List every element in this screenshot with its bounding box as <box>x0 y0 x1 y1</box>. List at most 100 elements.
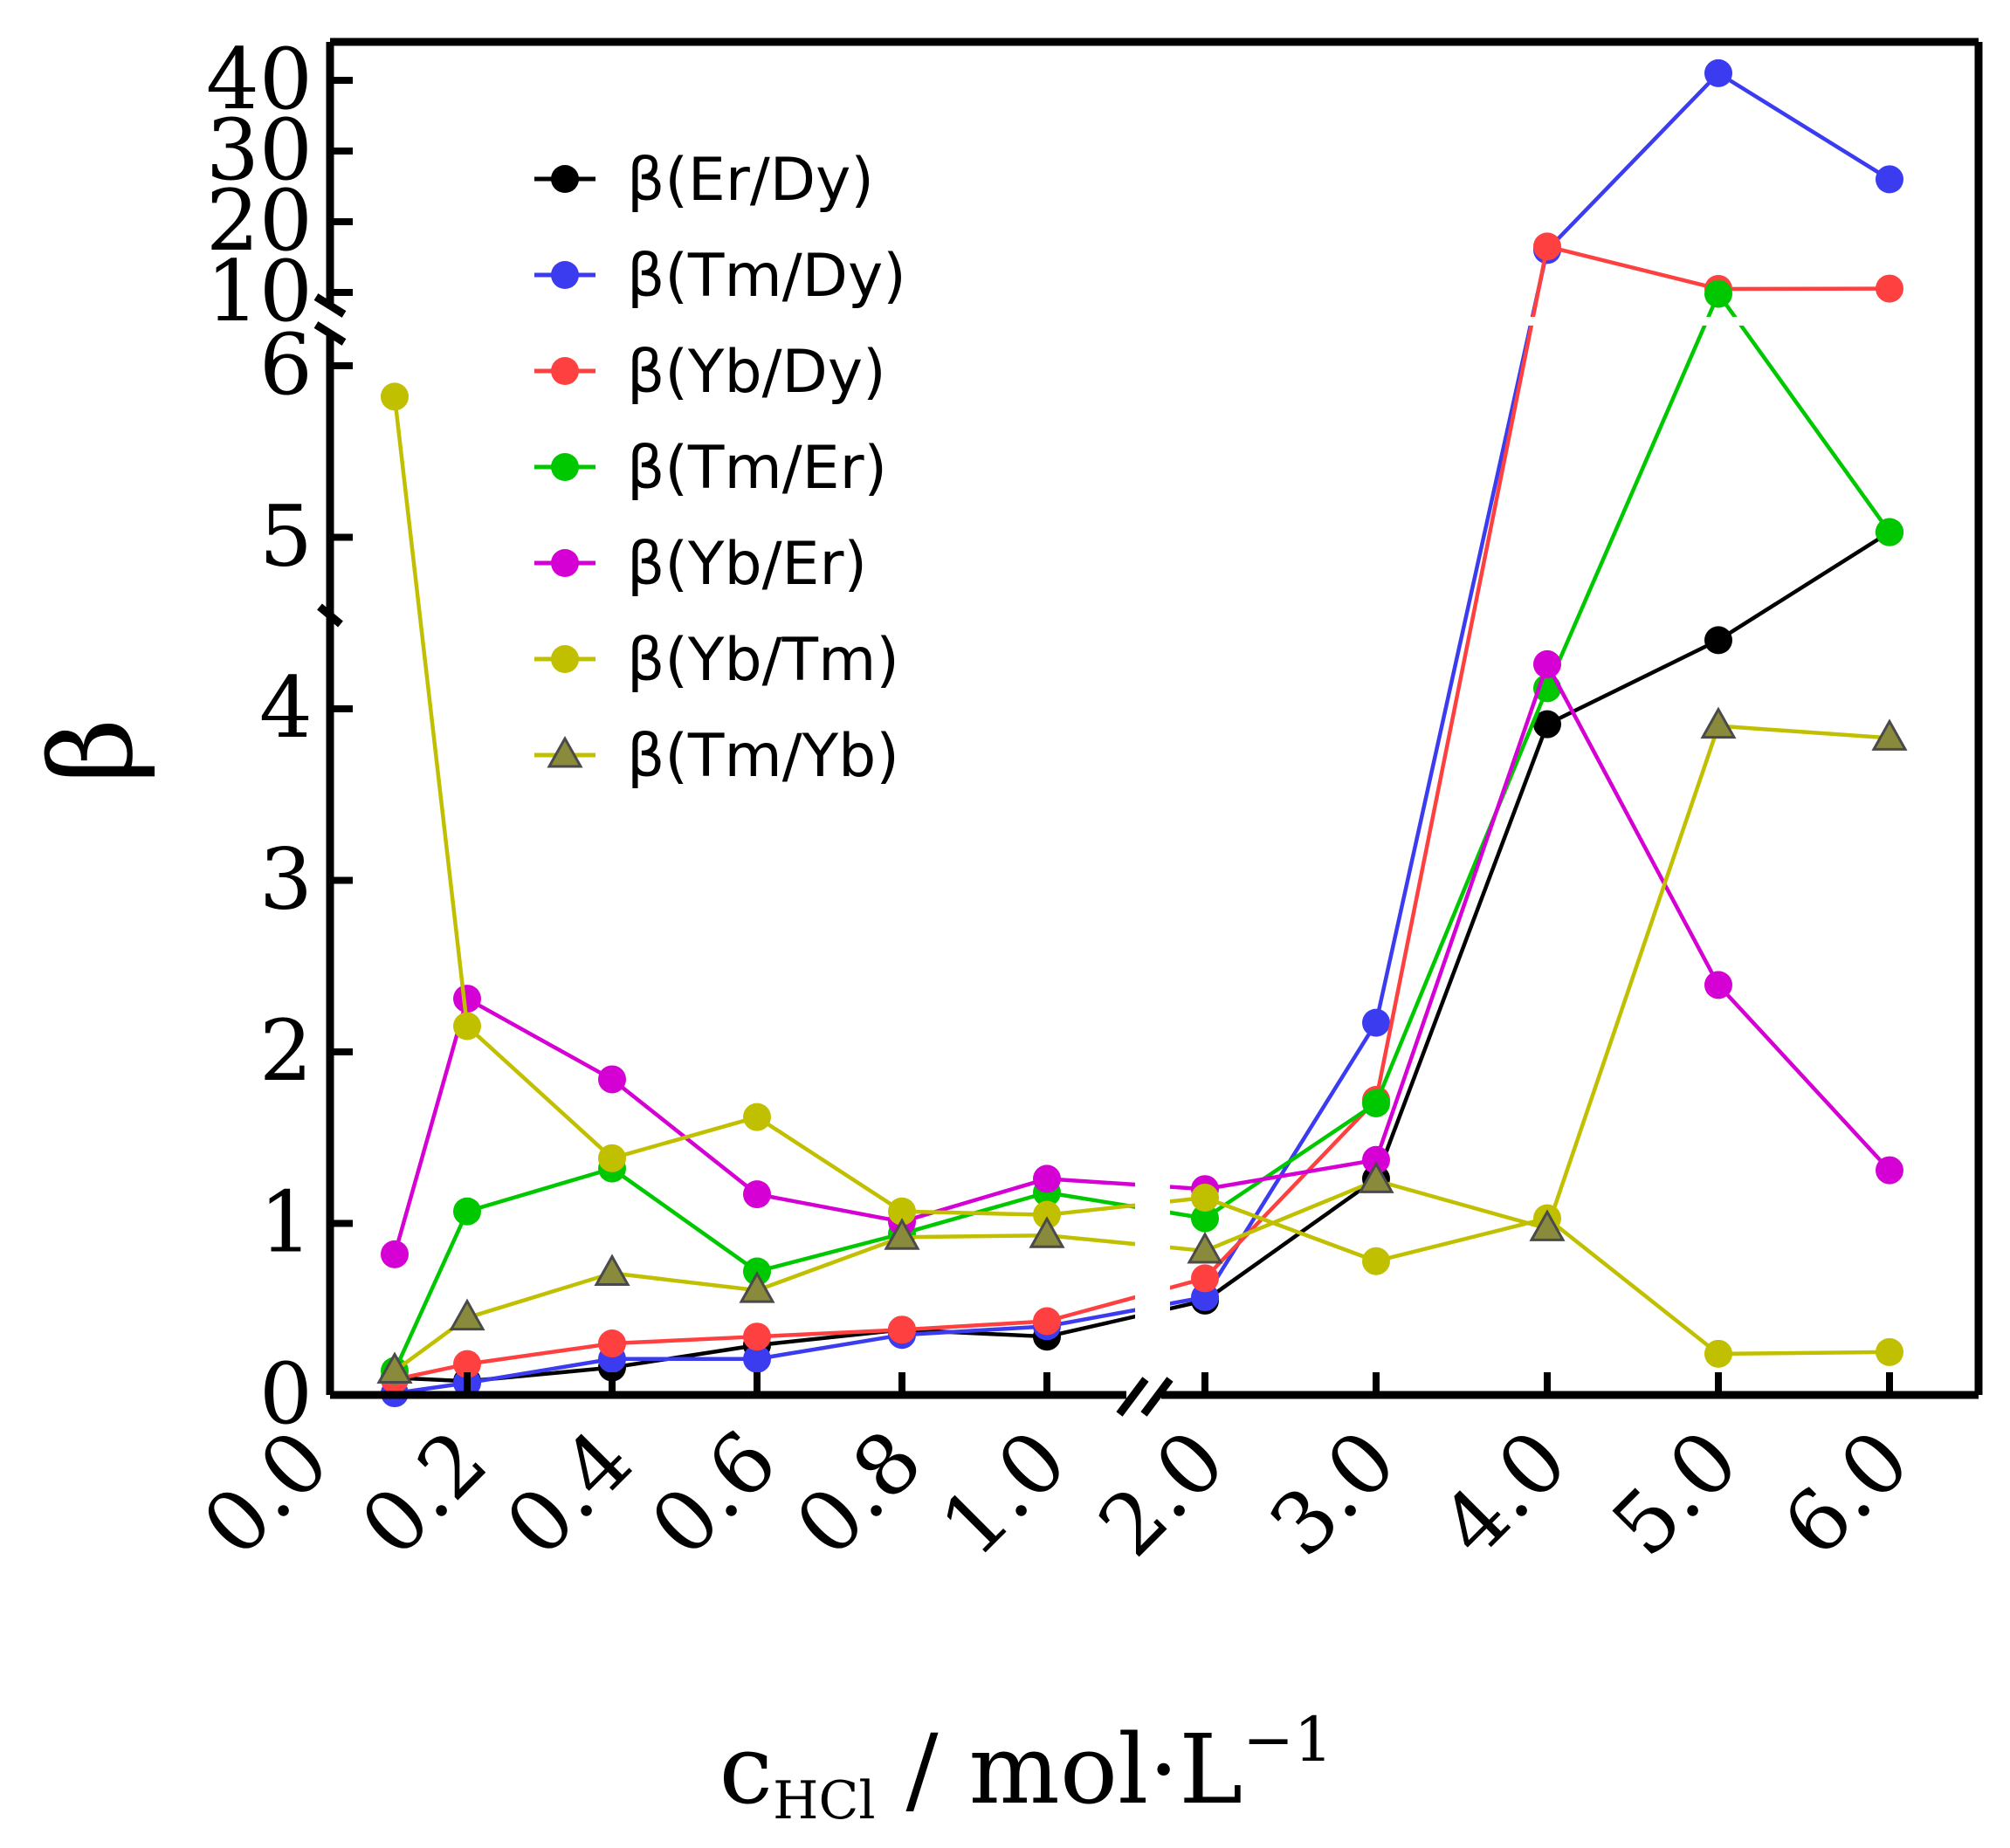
legend-marker <box>547 735 583 768</box>
x-break-mark <box>1140 1377 1174 1417</box>
x-break-gap <box>1135 1117 1170 1379</box>
x-tick-label: 6.0 <box>1765 1412 1928 1575</box>
x-tick-label: 3.0 <box>1251 1412 1415 1575</box>
data-point <box>1876 165 1903 194</box>
series-line-segment <box>1545 725 1721 1230</box>
x-tick-label: 2.0 <box>1080 1412 1243 1575</box>
series-line-segment <box>1046 1276 1206 1323</box>
data-point <box>1704 279 1732 308</box>
series-line-segment <box>901 1177 1048 1224</box>
series-line-segment <box>1046 1233 1206 1254</box>
series-line-segment <box>1046 1295 1206 1329</box>
data-point <box>1533 649 1561 678</box>
series-line-segment <box>466 1357 613 1385</box>
data-point <box>1191 1184 1219 1213</box>
series-line-segment <box>1046 1298 1206 1339</box>
x-axis-label-subscript: HCl <box>773 1770 875 1831</box>
legend-label: β(Yb/Er) <box>627 530 867 599</box>
series-line-segment <box>1717 1350 1890 1357</box>
data-point <box>1362 1145 1390 1174</box>
legend-item: β(Tm/Yb) <box>534 722 899 791</box>
series-4 <box>381 649 1903 1268</box>
series-5 <box>381 382 1903 1368</box>
series-line-segment <box>1204 1158 1377 1192</box>
y-tick-label: 2 <box>259 1002 313 1100</box>
series-line-segment <box>1717 530 1891 642</box>
y-tick-label: 1 <box>259 1174 313 1272</box>
series-line-segment <box>465 997 614 1082</box>
data-point <box>381 1240 409 1268</box>
series-line-segment <box>392 998 470 1255</box>
x-tick-label: 0.6 <box>632 1412 795 1575</box>
series-6 <box>376 706 1908 1384</box>
y-tick-label: 3 <box>259 831 313 929</box>
series-line-segment <box>611 1334 758 1346</box>
data-point <box>449 1298 485 1331</box>
data-point <box>884 1218 920 1250</box>
series-line-segment <box>756 1333 903 1361</box>
series-line-segment <box>1717 71 1891 182</box>
data-point <box>598 1144 626 1172</box>
y-tick-label: 0 <box>259 1345 313 1443</box>
data-point <box>1704 1339 1732 1368</box>
x-axis-label-base: c <box>719 1714 774 1825</box>
y-axis-label: β <box>25 718 158 783</box>
series-line-segment <box>466 1166 613 1213</box>
series-line-segment <box>1545 1216 1720 1356</box>
legend-label: β(Yb/Dy) <box>627 338 886 407</box>
data-point <box>1533 710 1561 739</box>
legend-label: β(Yb/Tm) <box>627 626 899 695</box>
y-tick-label: 40 <box>206 31 313 128</box>
x-tick-label: 5.0 <box>1594 1412 1757 1575</box>
series-line-segment <box>1373 687 1550 1104</box>
legend-item: β(Yb/Tm) <box>534 626 899 695</box>
data-point <box>1876 274 1903 303</box>
data-point <box>1871 718 1908 751</box>
data-point <box>1362 1247 1390 1275</box>
series-line-segment <box>1204 1178 1377 1254</box>
series-line-segment <box>901 1319 1048 1332</box>
series-line-segment <box>392 396 470 1027</box>
data-point <box>1704 626 1732 655</box>
series-line-segment <box>610 1166 759 1274</box>
legend: β(Er/Dy) β(Tm/Dy) β(Yb/Dy) β(Tm/Er) β(Yb/Er)… <box>534 146 906 791</box>
data-point <box>594 1254 630 1286</box>
data-point <box>1704 58 1732 87</box>
x-axis-label-units: / mol·L <box>876 1714 1243 1825</box>
y-tick-label: 10 <box>206 243 313 340</box>
y-tick-label: 30 <box>206 101 313 199</box>
series-line-segment <box>1717 724 1890 740</box>
data-point <box>739 1271 775 1303</box>
x-tick-label: 0.8 <box>777 1412 940 1575</box>
data-point <box>1876 1337 1903 1366</box>
data-point <box>1191 1204 1219 1233</box>
data-point <box>598 1065 626 1094</box>
data-point <box>1029 1216 1065 1248</box>
series-line-segment <box>901 1233 1048 1240</box>
legend-label: β(Er/Dy) <box>627 146 874 215</box>
series-line-segment <box>1373 245 1550 1101</box>
series-line-segment <box>1203 1177 1378 1302</box>
series-line-segment <box>1203 1098 1378 1280</box>
legend-label: β(Tm/Dy) <box>627 242 906 311</box>
y-break-gap <box>1519 316 1973 326</box>
legend-marker <box>551 357 579 385</box>
y-tick-label: 6 <box>259 316 313 414</box>
data-point <box>1358 1161 1394 1193</box>
y-break-mark <box>317 603 343 628</box>
legend-item: β(Yb/Dy) <box>534 338 886 407</box>
series-line-segment <box>1046 1177 1206 1192</box>
data-point <box>381 382 409 411</box>
data-point <box>1362 1008 1390 1037</box>
legend-marker <box>551 549 579 577</box>
legend-label: β(Tm/Er) <box>627 434 887 503</box>
series-line-segment <box>756 1235 903 1293</box>
y-break-mark <box>313 293 347 318</box>
series-line-segment <box>1545 292 1721 690</box>
legend-item: β(Yb/Er) <box>534 530 867 599</box>
data-point <box>888 1197 916 1226</box>
legend-marker <box>551 165 579 193</box>
data-point <box>453 1197 481 1226</box>
series-line-segment <box>611 1115 758 1160</box>
